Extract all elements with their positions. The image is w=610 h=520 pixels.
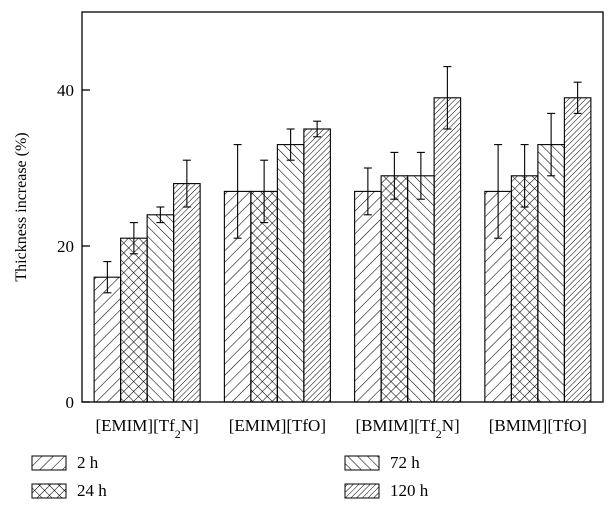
- legend-swatch: [344, 455, 380, 471]
- legend-label: 2 h: [77, 453, 99, 472]
- bar: [120, 237, 148, 403]
- x-tick-label: [BMIM][Tf2N]: [356, 416, 460, 441]
- bar: [354, 190, 382, 403]
- legend-label: 120 h: [390, 481, 429, 500]
- axes: 0 20 40 Thickness increase (%) [EMIM][Tf2N] […: [13, 11, 604, 441]
- bar: [173, 183, 201, 403]
- bar: [510, 175, 539, 403]
- legend-swatch: [31, 455, 67, 471]
- plot-frame: [81, 11, 604, 403]
- legend-label: 24 h: [77, 481, 107, 500]
- bar: [276, 144, 305, 403]
- bar: [303, 128, 331, 403]
- bar: [563, 97, 592, 403]
- y-axis-title: Thickness increase (%): [13, 132, 30, 281]
- legend-swatch: [344, 483, 380, 499]
- bar: [380, 175, 409, 403]
- legend: 2 h 24 h 72 h 120 h: [31, 453, 429, 500]
- bar: [537, 144, 565, 403]
- legend-label: 72 h: [390, 453, 420, 472]
- plot-area: [93, 66, 592, 403]
- x-tick-label: [BMIM][TfO]: [489, 416, 587, 435]
- bar: [433, 97, 462, 403]
- bar: [93, 276, 122, 403]
- y-tick-label: 40: [57, 81, 74, 100]
- bar: [146, 214, 175, 403]
- y-tick-label: 0: [66, 393, 75, 412]
- legend-swatch: [31, 483, 67, 499]
- x-tick-label: [EMIM][TfO]: [229, 416, 326, 435]
- y-tick-label: 20: [57, 237, 74, 256]
- x-tick-label: [EMIM][Tf2N]: [95, 416, 198, 441]
- bar: [407, 175, 435, 403]
